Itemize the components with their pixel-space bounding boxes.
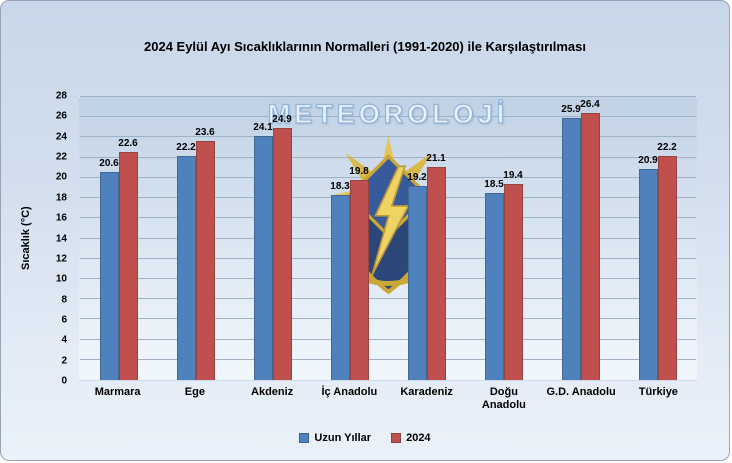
gridline	[80, 96, 696, 97]
legend-label: Uzun Yıllar	[314, 432, 372, 444]
x-category-label: G.D. Anadolu	[546, 386, 616, 398]
y-tick-label: 22	[55, 151, 67, 163]
gridline	[80, 318, 696, 320]
legend: Uzun Yıllar 2024	[1, 432, 729, 444]
y-tick-label: 20	[55, 171, 67, 183]
bar-group: 18.3 19.8	[311, 97, 388, 380]
plot-area: METEOROLOJİ 20.6 22.6 22.2 23.6 24.1 24.9 18.3…	[79, 96, 697, 381]
y-tick-label: 2	[61, 355, 67, 367]
bar-2024: 19.8	[349, 166, 369, 380]
gridline	[80, 358, 696, 360]
x-category-label: Marmara	[94, 386, 141, 398]
y-tick-label: 14	[55, 233, 67, 244]
bar-value-label: 19.8	[349, 165, 369, 177]
y-tick-label: 16	[55, 212, 67, 224]
bar-value-label: 24.1	[253, 122, 273, 134]
gridline	[80, 338, 696, 340]
y-tick-label: 4	[61, 334, 67, 346]
bar-uzun-yıllar: 19.2	[407, 172, 427, 380]
bar-value-label: 23.6	[195, 127, 215, 139]
bar-2024: 22.6	[118, 138, 138, 380]
bar-value-label: 25.9	[561, 104, 581, 116]
bar-value-label: 18.3	[330, 181, 350, 193]
y-tick-label: 8	[61, 294, 67, 306]
bar-value-label: 19.4	[503, 169, 523, 181]
legend-swatch-icon	[299, 433, 310, 443]
bar-value-label: 22.6	[118, 137, 138, 149]
bar-value-label: 22.2	[657, 141, 677, 153]
y-tick-label: 18	[55, 192, 67, 204]
bar-value-label: 24.9	[272, 114, 292, 126]
bar-uzun-yıllar: 18.5	[484, 179, 504, 380]
bar-uzun-yıllar: 24.1	[253, 122, 273, 380]
bar-group: 20.6 22.6	[80, 97, 157, 380]
y-axis-ticks: 0 2 4 6 8 10 12 14 16 18 20 22 24 26 28	[1, 91, 73, 387]
bar-value-label: 20.6	[99, 157, 119, 169]
y-tick-label: 0	[61, 375, 67, 387]
bar-value-label: 22.2	[176, 141, 196, 153]
y-tick-label: 6	[61, 314, 67, 326]
x-category-label: Karadeniz	[400, 386, 453, 398]
gridline	[80, 298, 696, 300]
y-tick-label: 12	[55, 253, 67, 265]
y-tick-label: 26	[55, 110, 67, 122]
bar-uzun-yıllar: 25.9	[561, 104, 581, 380]
x-category-label: Akdeniz	[251, 386, 294, 398]
gridline	[80, 116, 696, 118]
bar-value-label: 20.9	[638, 154, 658, 166]
x-category-label: Ege	[184, 386, 205, 398]
bar-2024: 22.2	[657, 142, 677, 380]
bar-value-label: 19.2	[407, 171, 427, 183]
legend-swatch-icon	[391, 433, 402, 443]
bar-group: 22.2 23.6	[157, 97, 234, 380]
x-category-label: Türkiye	[638, 386, 678, 398]
bar-2024: 26.4	[580, 99, 600, 380]
bar-uzun-yıllar: 18.3	[330, 181, 350, 380]
y-tick-label: 10	[55, 273, 67, 285]
bar-2024: 23.6	[195, 127, 215, 380]
bar-group: 25.9 26.4	[542, 97, 619, 380]
bar-group: 20.9 22.2	[619, 97, 696, 380]
chart-title: 2024 Eylül Ayı Sıcaklıklarının Normaller…	[144, 39, 586, 54]
bar-2024: 24.9	[272, 114, 292, 380]
bar-2024: 21.1	[426, 153, 446, 380]
bar-group: 24.1 24.9	[234, 97, 311, 380]
bar-uzun-yıllar: 22.2	[176, 142, 196, 380]
bar-group: 19.2 21.1	[388, 97, 465, 380]
legend-item: 2024	[391, 432, 431, 444]
x-axis-labels: Marmara Ege Akdeniz İç Anadolu Karadeniz Doğu…	[79, 386, 697, 412]
bar-uzun-yıllar: 20.6	[99, 158, 119, 380]
bar-uzun-yıllar: 20.9	[638, 155, 658, 380]
legend-item: Uzun Yıllar	[299, 432, 371, 444]
bar-value-label: 26.4	[580, 99, 600, 111]
x-category-label: Doğu Anadolu	[481, 386, 526, 412]
bar-value-label: 21.1	[426, 152, 446, 164]
bar-group: 18.5 19.4	[465, 97, 542, 380]
y-tick-label: 28	[55, 90, 67, 102]
bar-value-label: 18.5	[484, 179, 504, 191]
bar-2024: 19.4	[503, 170, 523, 380]
legend-label: 2024	[406, 432, 431, 444]
y-tick-label: 24	[55, 131, 67, 143]
x-category-label: İç Anadolu	[321, 386, 378, 398]
